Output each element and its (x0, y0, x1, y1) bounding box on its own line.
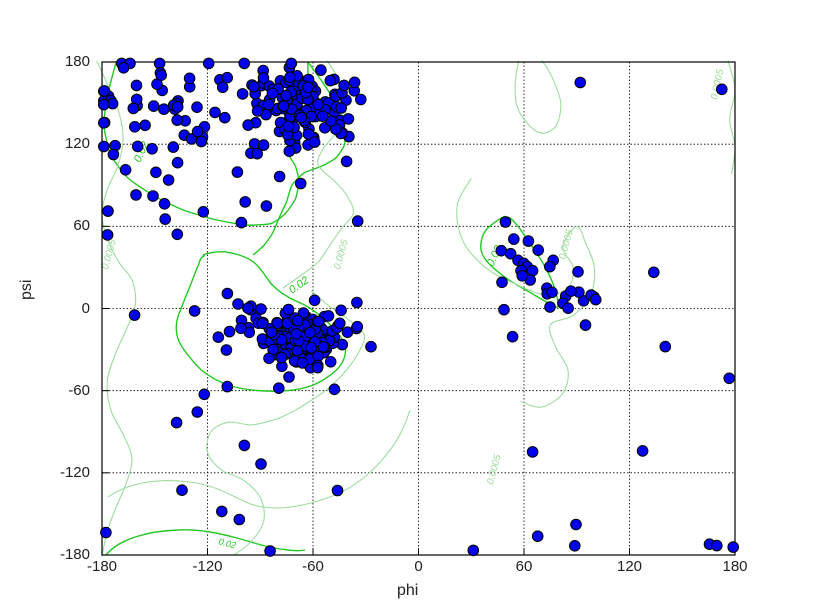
svg-text:0.0005: 0.0005 (100, 238, 119, 271)
svg-text:0.0005: 0.0005 (485, 453, 504, 486)
svg-text:0.0005: 0.0005 (332, 238, 351, 271)
svg-text:0.0005: 0.0005 (557, 228, 576, 261)
svg-text:0.02: 0.02 (217, 536, 237, 550)
svg-text:0.02: 0.02 (287, 274, 311, 296)
